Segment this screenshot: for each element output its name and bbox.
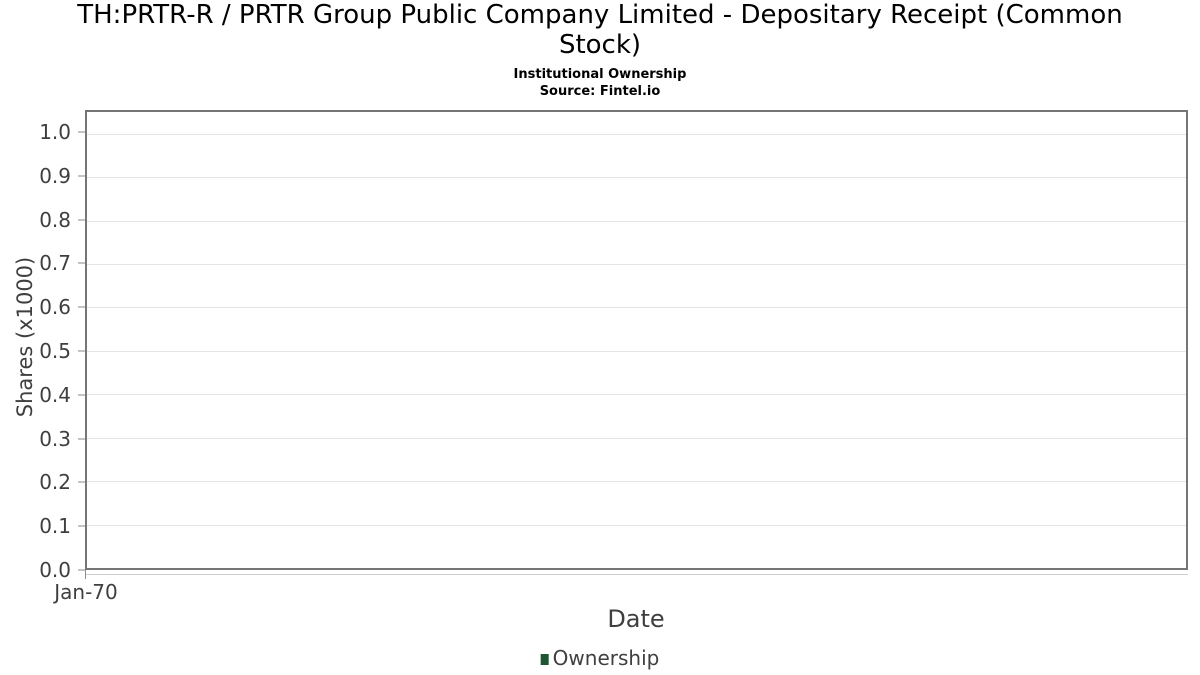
y-tick-mark bbox=[78, 394, 85, 396]
x-axis-label: Date bbox=[607, 605, 665, 633]
y-tick-label: 0.7 bbox=[39, 251, 71, 276]
y-tick-label: 0.4 bbox=[39, 382, 71, 407]
y-tick-label: 0.2 bbox=[39, 470, 71, 495]
y-tick-mark bbox=[78, 262, 85, 264]
gridline bbox=[87, 394, 1186, 396]
y-tick-label: 0.3 bbox=[39, 426, 71, 451]
plot-area bbox=[85, 110, 1188, 570]
gridlines bbox=[87, 112, 1186, 568]
gridline bbox=[87, 177, 1186, 179]
gridline bbox=[87, 524, 1186, 526]
y-axis: 0.0 0.1 0.2 0.3 0.4 0.5 0.6 0.7 0.8 0.9 1.0 bbox=[0, 110, 85, 582]
y-tick-label: 0.9 bbox=[39, 163, 71, 188]
legend-marker bbox=[540, 653, 549, 665]
gridline bbox=[87, 307, 1186, 309]
y-tick-mark bbox=[78, 525, 85, 527]
y-tick-label: 0.1 bbox=[39, 514, 71, 539]
y-tick-label: 0.6 bbox=[39, 295, 71, 320]
legend: Ownership bbox=[540, 646, 660, 670]
y-tick-label: 0.0 bbox=[39, 558, 71, 582]
x-tick-mark bbox=[85, 570, 86, 579]
y-tick-label: 1.0 bbox=[39, 119, 71, 144]
y-tick-mark bbox=[78, 131, 85, 133]
gridline bbox=[87, 481, 1186, 483]
gridline bbox=[87, 263, 1186, 265]
chart-source-note: Source: Fintel.io bbox=[539, 84, 661, 99]
legend-label: Ownership bbox=[552, 646, 660, 670]
chart-subtitle: Institutional Ownership bbox=[513, 67, 687, 82]
gridline bbox=[87, 220, 1186, 222]
gridline bbox=[87, 350, 1186, 352]
y-tick-mark bbox=[78, 219, 85, 221]
y-tick-label: 0.8 bbox=[39, 207, 71, 232]
y-tick-mark bbox=[78, 481, 85, 483]
gridline bbox=[87, 437, 1186, 439]
chart-title: TH:PRTR-R / PRTR Group Public Company Li… bbox=[77, 0, 1123, 61]
y-tick-mark bbox=[78, 438, 85, 440]
gridline bbox=[87, 133, 1186, 135]
y-tick-mark bbox=[78, 306, 85, 308]
x-tick-label: Jan-70 bbox=[54, 580, 118, 604]
x-axis-line bbox=[85, 574, 1188, 575]
y-tick-mark bbox=[78, 350, 85, 352]
y-tick-mark bbox=[78, 175, 85, 177]
y-tick-label: 0.5 bbox=[39, 338, 71, 363]
y-tick-mark bbox=[78, 569, 85, 571]
